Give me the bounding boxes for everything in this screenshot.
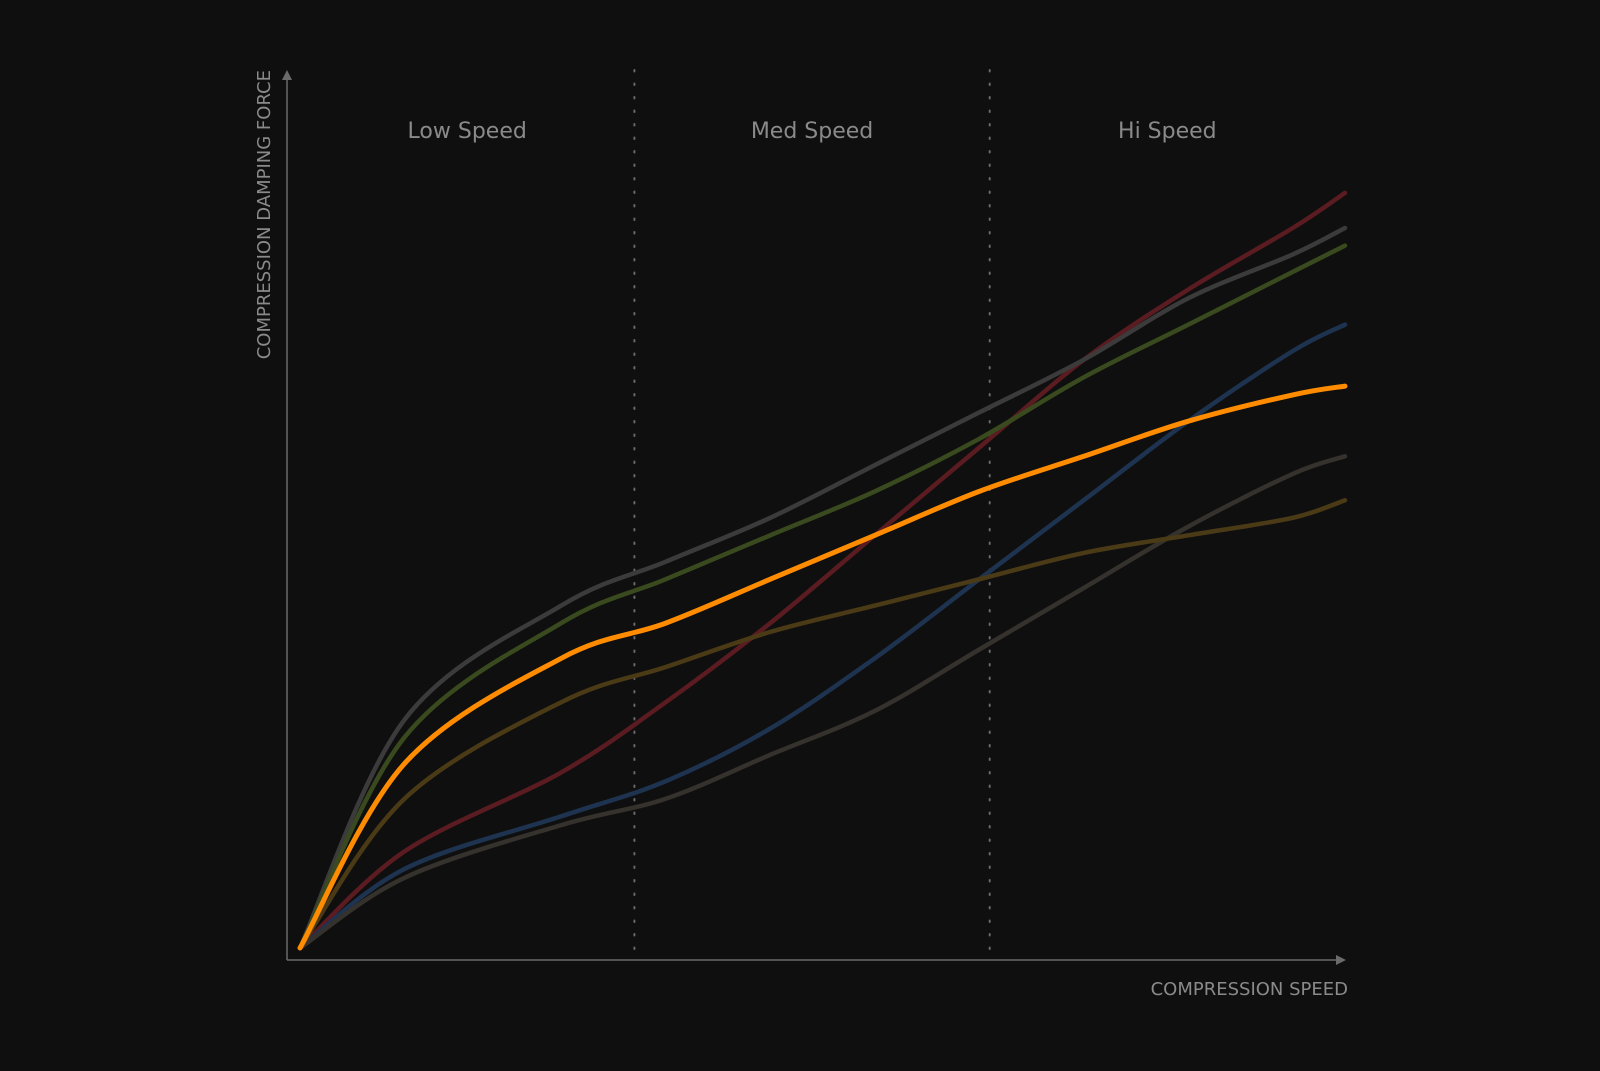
- series-line: [297, 322, 1348, 951]
- series-line: [297, 497, 1348, 951]
- x-axis-label: COMPRESSION SPEED: [1151, 979, 1348, 1000]
- zone-label: Low Speed: [408, 119, 527, 144]
- y-axis-arrow-icon: [282, 70, 292, 80]
- series-group: [297, 190, 1348, 951]
- x-axis-arrow-icon: [1336, 955, 1346, 965]
- series-line: [297, 190, 1348, 951]
- divider-group: [633, 69, 991, 956]
- y-axis-label: COMPRESSION DAMPING FORCE: [254, 70, 275, 359]
- series-line-highlight: [297, 383, 1348, 951]
- series-line: [297, 243, 1348, 951]
- series-line: [297, 454, 1348, 951]
- zone-label-group: Low Speed Med Speed Hi Speed: [408, 119, 1217, 144]
- series-line: [297, 225, 1348, 951]
- zone-label: Med Speed: [751, 119, 873, 144]
- zone-label: Hi Speed: [1118, 119, 1217, 144]
- axes-group: [282, 70, 1346, 965]
